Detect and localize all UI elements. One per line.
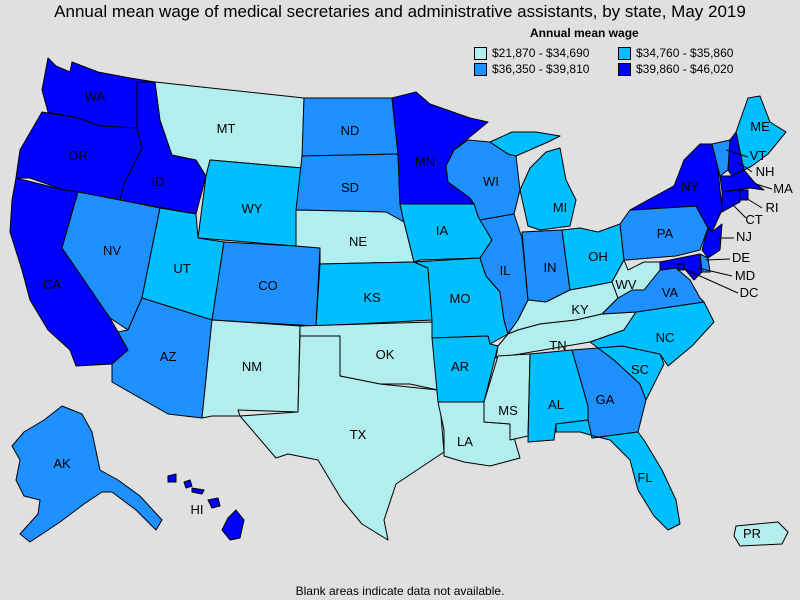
label-MD: MD [735, 268, 755, 283]
label-NJ: NJ [736, 229, 752, 244]
label-MI: MI [553, 200, 567, 215]
label-SC: SC [631, 362, 649, 377]
label-IA: IA [436, 223, 449, 238]
legend-swatch-1 [474, 46, 487, 60]
label-AL: AL [548, 397, 564, 412]
label-WY: WY [242, 201, 263, 216]
state-HI-oahu[interactable] [183, 479, 193, 489]
legend-label-3: $36,350 - $39,810 [492, 62, 590, 76]
label-IL: IL [500, 263, 511, 278]
label-TX: TX [350, 427, 367, 442]
label-NC: NC [656, 330, 675, 345]
legend-item-3: $36,350 - $39,810 [474, 62, 589, 76]
label-UT: UT [173, 261, 190, 276]
legend-item-4: $39,860 - $46,020 [618, 62, 733, 76]
label-AK: AK [53, 456, 71, 471]
state-DC[interactable] [677, 263, 685, 271]
label-CT: CT [745, 212, 762, 227]
legend-title: Annual mean wage [530, 26, 639, 40]
label-MA: MA [773, 181, 793, 196]
leader-DE [705, 258, 731, 261]
label-ND: ND [341, 123, 360, 138]
label-KY: KY [571, 302, 589, 317]
label-NH: NH [756, 164, 775, 179]
label-IN: IN [544, 260, 557, 275]
label-WI: WI [483, 174, 499, 189]
legend-item-2: $34,760 - $35,860 [618, 46, 733, 60]
label-SD: SD [341, 180, 359, 195]
label-AR: AR [451, 359, 469, 374]
label-OR: OR [68, 148, 88, 163]
state-FL[interactable] [555, 419, 681, 531]
label-MN: MN [415, 154, 435, 169]
legend-item-1: $21,870 - $34,690 [474, 46, 589, 60]
label-TN: TN [549, 338, 566, 353]
state-HI-maui[interactable] [207, 497, 221, 509]
label-RI: RI [766, 200, 779, 215]
label-NM: NM [242, 359, 262, 374]
leader-MA [755, 183, 773, 190]
label-WA: WA [85, 89, 106, 104]
map-title: Annual mean wage of medical secretaries … [54, 2, 746, 21]
legend-label-2: $34,760 - $35,860 [636, 46, 734, 60]
label-AZ: AZ [160, 349, 177, 364]
label-DE: DE [732, 250, 750, 265]
state-NC[interactable] [589, 301, 715, 367]
label-OK: OK [376, 347, 395, 362]
leader-VT [725, 149, 749, 158]
label-GA: GA [596, 392, 615, 407]
footnote: Blank areas indicate data not available. [295, 584, 505, 598]
label-MS: MS [498, 403, 518, 418]
leader-MD [697, 267, 733, 277]
label-WV: WV [616, 277, 637, 292]
state-AK[interactable] [11, 405, 163, 543]
state-CO[interactable] [211, 241, 321, 327]
leader-CT [731, 203, 747, 219]
state-MI[interactable] [489, 131, 577, 231]
legend-swatch-4 [618, 62, 631, 76]
leader-RI [745, 197, 763, 209]
label-DC: DC [740, 285, 759, 300]
label-FL: FL [637, 470, 652, 485]
label-PR: PR [743, 526, 761, 541]
label-ID: ID [152, 174, 165, 189]
legend-swatch-2 [618, 46, 631, 60]
state-WY[interactable] [197, 159, 303, 247]
label-LA: LA [457, 434, 473, 449]
label-OH: OH [588, 249, 608, 264]
label-CA: CA [43, 277, 61, 292]
state-PR[interactable] [733, 521, 789, 547]
leader-DC [681, 267, 739, 294]
label-KS: KS [363, 290, 381, 305]
leader-NH [737, 161, 753, 173]
state-HI-kauai[interactable] [167, 473, 177, 483]
label-MO: MO [450, 291, 471, 306]
label-PA: PA [657, 226, 674, 241]
state-HI-main[interactable] [221, 509, 245, 541]
state-NJ[interactable] [701, 223, 723, 259]
state-HI-molokai[interactable] [191, 487, 205, 495]
label-NV: NV [103, 243, 121, 258]
label-NY: NY [681, 179, 699, 194]
state-IL[interactable] [479, 213, 529, 335]
label-MT: MT [217, 121, 236, 136]
label-HI: HI [191, 502, 204, 517]
state-TX[interactable] [239, 335, 445, 541]
legend-label-4: $39,860 - $46,020 [636, 62, 734, 76]
legend-label-1: $21,870 - $34,690 [492, 46, 590, 60]
state-CT[interactable] [721, 189, 741, 213]
label-ME: ME [750, 119, 770, 134]
label-CO: CO [258, 278, 278, 293]
legend-swatch-3 [474, 62, 487, 76]
label-VT: VT [750, 148, 767, 163]
label-VA: VA [662, 285, 679, 300]
label-NE: NE [349, 234, 367, 249]
